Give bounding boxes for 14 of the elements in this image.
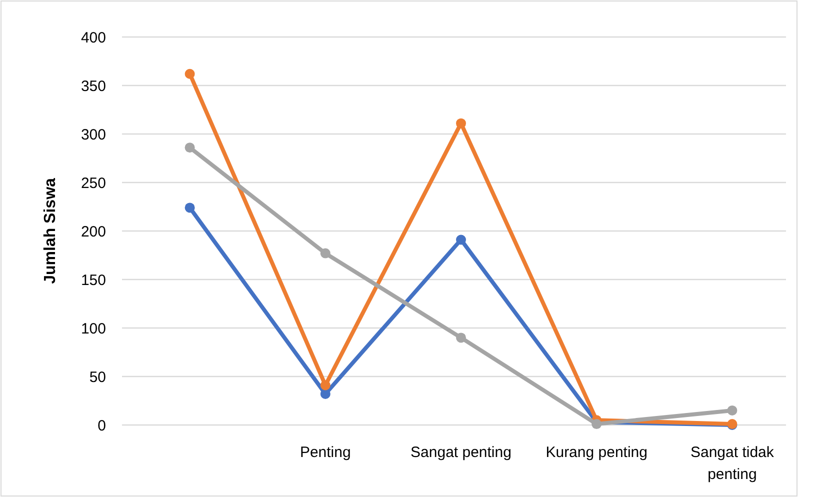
y-tick-label: 400 — [80, 29, 106, 46]
y-tick-label: 200 — [80, 223, 106, 240]
y-tick-label: 100 — [80, 320, 106, 338]
y-axis-title: Jumlah Siswa — [42, 178, 59, 284]
x-tick-label: Sangat penting — [410, 444, 512, 461]
x-tick-label: Kurang penting — [546, 444, 648, 461]
y-tick-label: 150 — [80, 272, 106, 289]
y-tick-label: 50 — [89, 368, 106, 386]
y-tick-label: 300 — [80, 126, 106, 144]
y-tick-label: 0 — [98, 417, 106, 434]
x-tick-label: Sangat tidak penting — [690, 444, 774, 483]
y-tick-label: 350 — [80, 78, 106, 95]
x-tick-label: Penting — [300, 444, 351, 461]
y-tick-label: 250 — [80, 174, 106, 192]
